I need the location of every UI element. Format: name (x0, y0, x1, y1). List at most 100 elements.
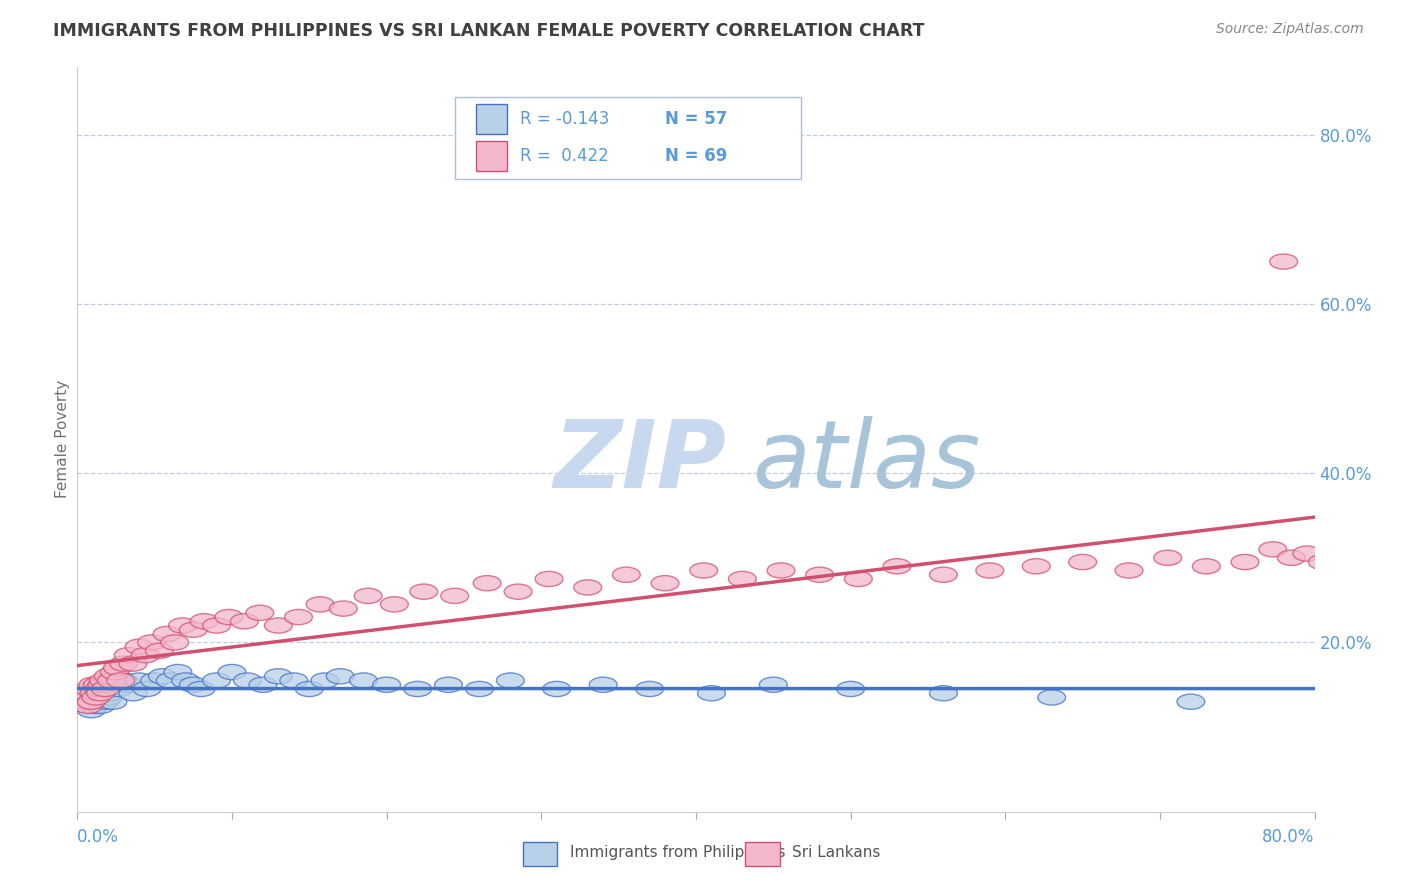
Ellipse shape (120, 686, 148, 701)
Ellipse shape (114, 648, 142, 663)
Ellipse shape (280, 673, 308, 688)
Ellipse shape (149, 669, 176, 684)
Ellipse shape (264, 669, 292, 684)
Ellipse shape (1069, 555, 1097, 570)
Ellipse shape (249, 677, 277, 692)
Text: 80.0%: 80.0% (1263, 828, 1315, 846)
Ellipse shape (165, 665, 191, 680)
Ellipse shape (1038, 690, 1066, 705)
FancyBboxPatch shape (475, 141, 506, 171)
Ellipse shape (73, 686, 101, 701)
Text: N = 57: N = 57 (665, 110, 727, 128)
Ellipse shape (83, 677, 111, 692)
Ellipse shape (101, 665, 128, 680)
Ellipse shape (1270, 254, 1298, 269)
Ellipse shape (1278, 550, 1305, 566)
Ellipse shape (202, 673, 231, 688)
Ellipse shape (651, 575, 679, 591)
Ellipse shape (156, 673, 184, 688)
Ellipse shape (1177, 694, 1205, 709)
Ellipse shape (613, 567, 640, 582)
Ellipse shape (103, 677, 129, 692)
Ellipse shape (465, 681, 494, 697)
FancyBboxPatch shape (523, 842, 557, 866)
Ellipse shape (202, 618, 231, 633)
Text: IMMIGRANTS FROM PHILIPPINES VS SRI LANKAN FEMALE POVERTY CORRELATION CHART: IMMIGRANTS FROM PHILIPPINES VS SRI LANKA… (53, 22, 925, 40)
Ellipse shape (307, 597, 335, 612)
Ellipse shape (441, 589, 468, 604)
Ellipse shape (91, 681, 120, 697)
Ellipse shape (86, 681, 112, 697)
Ellipse shape (169, 618, 197, 633)
FancyBboxPatch shape (454, 96, 801, 178)
Ellipse shape (76, 681, 104, 697)
Ellipse shape (180, 622, 207, 638)
Ellipse shape (160, 635, 188, 650)
Ellipse shape (110, 656, 138, 671)
Ellipse shape (806, 567, 834, 582)
Ellipse shape (93, 677, 121, 692)
Ellipse shape (690, 563, 717, 578)
Ellipse shape (264, 618, 292, 633)
Ellipse shape (187, 681, 215, 697)
Ellipse shape (172, 673, 200, 688)
Ellipse shape (284, 609, 312, 624)
Ellipse shape (76, 690, 104, 705)
Ellipse shape (976, 563, 1004, 578)
Ellipse shape (105, 681, 134, 697)
Ellipse shape (107, 673, 135, 688)
Ellipse shape (82, 686, 110, 701)
Ellipse shape (543, 681, 571, 697)
Ellipse shape (75, 686, 103, 701)
Ellipse shape (72, 694, 98, 709)
Ellipse shape (1192, 558, 1220, 574)
Text: R = -0.143: R = -0.143 (520, 110, 610, 128)
FancyBboxPatch shape (475, 104, 506, 134)
Ellipse shape (354, 589, 382, 604)
Ellipse shape (96, 686, 124, 701)
Ellipse shape (381, 597, 408, 612)
Ellipse shape (75, 698, 103, 714)
Ellipse shape (411, 584, 437, 599)
Ellipse shape (474, 575, 501, 591)
Ellipse shape (89, 677, 115, 692)
Ellipse shape (110, 673, 138, 688)
Ellipse shape (90, 681, 118, 697)
Ellipse shape (1294, 546, 1320, 561)
Ellipse shape (80, 686, 108, 701)
Ellipse shape (94, 669, 122, 684)
Ellipse shape (295, 681, 323, 697)
Ellipse shape (505, 584, 531, 599)
Ellipse shape (77, 694, 105, 709)
Ellipse shape (837, 681, 865, 697)
Ellipse shape (89, 686, 115, 701)
Ellipse shape (845, 572, 872, 587)
Ellipse shape (218, 665, 246, 680)
Ellipse shape (72, 694, 98, 709)
Ellipse shape (77, 703, 105, 718)
Ellipse shape (98, 694, 127, 709)
Ellipse shape (1331, 550, 1360, 566)
Ellipse shape (82, 690, 110, 705)
Ellipse shape (138, 635, 166, 650)
Ellipse shape (536, 572, 562, 587)
Ellipse shape (768, 563, 794, 578)
Ellipse shape (104, 660, 132, 675)
Ellipse shape (114, 677, 142, 692)
Text: atlas: atlas (752, 417, 980, 508)
Y-axis label: Female Poverty: Female Poverty (55, 380, 70, 499)
Text: Sri Lankans: Sri Lankans (793, 846, 880, 860)
Ellipse shape (1258, 541, 1286, 557)
Ellipse shape (1115, 563, 1143, 578)
Ellipse shape (1022, 558, 1050, 574)
Ellipse shape (1309, 555, 1336, 570)
Ellipse shape (404, 681, 432, 697)
Text: R =  0.422: R = 0.422 (520, 147, 609, 165)
Ellipse shape (929, 567, 957, 582)
Ellipse shape (87, 698, 114, 714)
Ellipse shape (373, 677, 401, 692)
Ellipse shape (883, 558, 911, 574)
Ellipse shape (1232, 555, 1258, 570)
Text: N = 69: N = 69 (665, 147, 727, 165)
Ellipse shape (215, 609, 243, 624)
